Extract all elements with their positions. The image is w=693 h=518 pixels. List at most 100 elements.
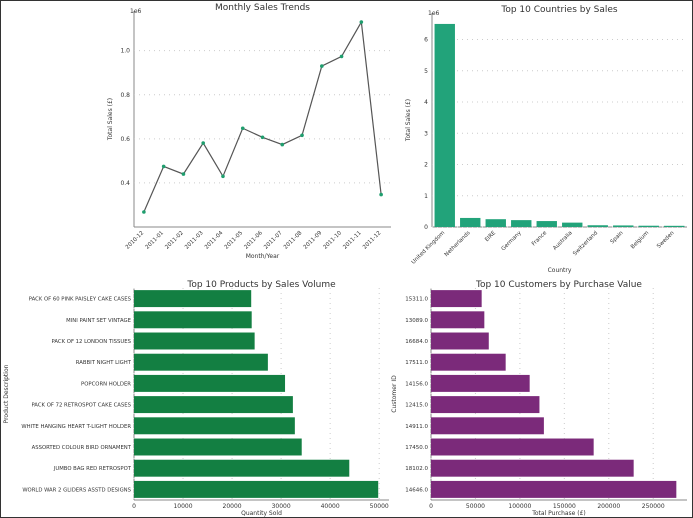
y-tick-label: 0.6 [120,136,130,143]
y-tick-label: ASSORTED COLOUR BIRD ORNAMENT [32,445,132,451]
x-tick-label: United Kingdom [411,230,446,265]
y-tick-label: 3 [424,130,428,137]
y-tick-label: 0 [424,224,428,231]
bar [431,290,482,308]
y-tick-label: 0.4 [120,180,130,187]
data-point [181,172,186,176]
y-tick-label: RABBIT NIGHT LIGHT [76,360,132,366]
y-tick-label: 14156.0 [405,381,428,387]
y-tick-label: 6 [424,37,428,44]
x-tick-label: 2011-12 [362,230,382,250]
x-tick-label: 2011-04 [204,230,225,251]
x-tick-label: 250000 [642,503,665,510]
y-tick-label: 15311.0 [405,297,428,303]
y-tick-label: PACK OF 12 LONDON TISSUES [52,339,132,345]
y-tick-label: 17511.0 [405,360,428,366]
y-tick-label: 1 [424,193,428,200]
data-point [300,133,304,138]
bar [431,311,485,329]
subplot-3: Top 10 Products by Sales Volume 0 10000 200… [3,280,389,517]
x-tick-label: 20000 [223,503,242,510]
x-tick-label: 50000 [370,503,389,510]
x-tick-label: 40000 [321,503,340,510]
x-tick-label: Spain [610,230,625,245]
x-tick-label: 2011-11 [342,230,362,250]
x-tick-label: 2011-08 [283,230,304,251]
subplot-1: Monthly Sales Trends 1e6 0.4 0.6 0.8 1.0 2010-… [107,3,391,260]
x-tick-label: 2010-12 [125,230,145,250]
subplot-2: Top 10 Countries by Sales 1e6 0 1 2 3 4 5 6 Unite… [405,5,687,274]
bar [536,221,557,227]
data-point [359,20,364,24]
y-tick-label: 0.8 [120,92,130,99]
x-tick-label: 10000 [173,503,192,510]
bar [134,480,379,498]
x-tick-label: 2011-02 [164,230,184,250]
x-tick-label: Belgium [630,230,650,250]
bar [134,353,268,371]
x-tick-label: 0 [132,503,136,510]
y-tick-label: PACK OF 72 RETROSPOT CAKE CASES [31,403,131,409]
x-axis-label: Month/Year [246,253,280,260]
data-point [240,126,245,131]
x-tick-label: EIRE [484,230,497,243]
bar [460,217,481,227]
y-axis-label: Total Sales (£) [405,99,412,142]
data-point [280,142,285,147]
x-axis-label: Country [548,267,572,274]
x-tick-label: 2011-07 [263,230,284,251]
bar [134,374,286,392]
bar [134,459,350,477]
x-tick-label: 0 [429,503,433,510]
bar [134,332,255,350]
x-tick-label: 2011-03 [184,230,205,251]
bar [431,438,594,456]
bar [431,417,544,435]
x-tick-label: 200000 [597,503,620,510]
data-point [260,135,265,140]
x-tick-label: 30000 [272,503,291,510]
x-tick-label: 150000 [553,503,576,510]
y-tick-label: 1.0 [120,48,130,55]
y-multiplier: 1e6 [428,10,440,17]
bar [134,438,302,456]
bar [431,396,540,414]
y-tick-label: 14646.0 [405,487,428,493]
bar [613,225,634,227]
bar [431,459,634,477]
y-multiplier: 1e6 [130,8,142,15]
data-point [339,54,344,59]
y-axis-label: Total Sales (£) [107,98,114,141]
bar [431,353,506,371]
bar [431,480,677,498]
bar [587,225,608,227]
x-tick-label: 2011-01 [145,230,165,250]
x-tick-label: 2011-06 [243,230,264,251]
bar [562,222,583,227]
y-axis-label: Product Description [3,364,10,423]
bar [134,396,293,414]
bar [664,225,685,227]
subplot-4: Top 10 Customers by Purchase Value 0 50000… [391,280,687,517]
chart-title: Top 10 Products by Sales Volume [186,280,336,290]
x-tick-label: 2011-05 [224,230,245,251]
y-tick-label: 5 [424,68,428,75]
bar [434,23,455,227]
y-tick-label: 2 [424,162,428,169]
y-tick-label: JUMBO BAG RED RETROSPOT [53,466,132,472]
data-point [161,164,166,169]
y-tick-label: 13089.0 [405,318,428,324]
x-tick-label: Sweden [656,230,676,250]
y-tick-label: MINI PAINT SET VINTAGE [66,318,131,324]
bar [431,332,489,350]
x-tick-label: Australia [552,230,573,251]
x-tick-label: 100000 [508,503,531,510]
x-tick-label: 2011-09 [303,230,324,251]
bar [431,374,530,392]
y-tick-label: 12415.0 [405,403,428,409]
y-tick-label: POPCORN HOLDER [81,381,131,387]
y-tick-label: 18102.0 [405,466,428,472]
y-tick-label: 16684.0 [405,339,428,345]
bar [134,311,252,329]
